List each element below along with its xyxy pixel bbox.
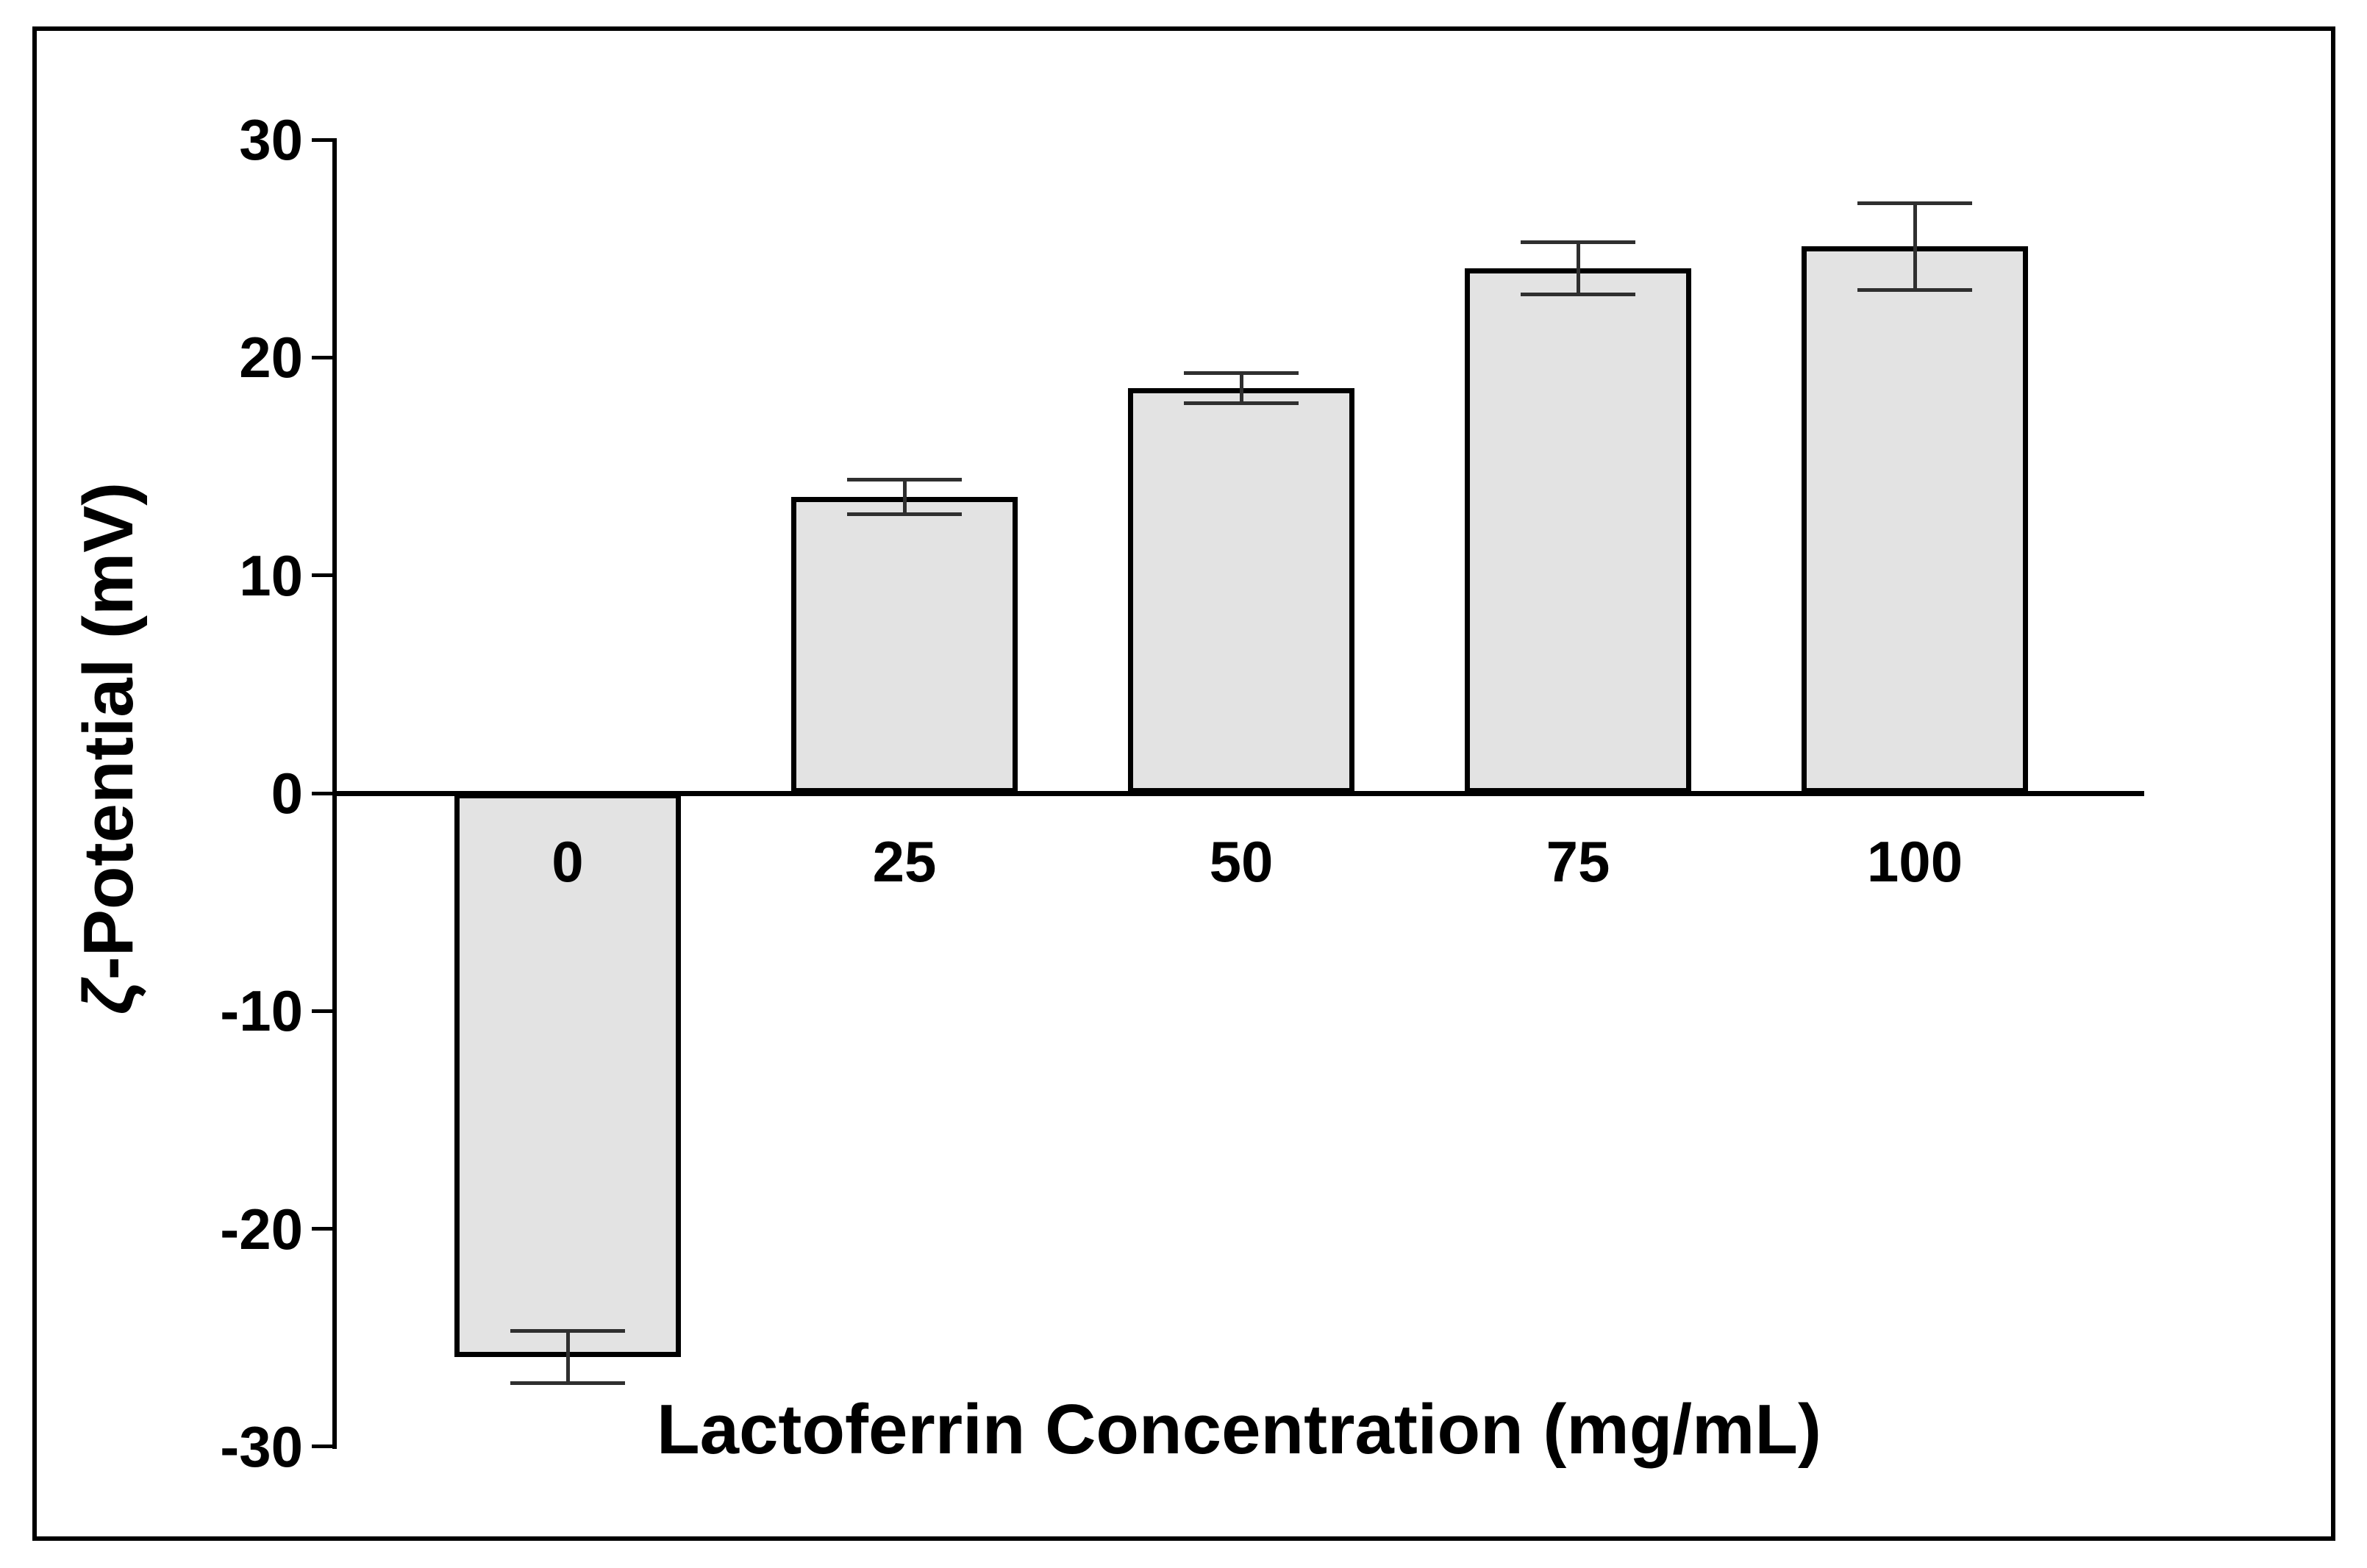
y-axis-tick	[312, 137, 332, 142]
y-axis-tick	[312, 1227, 332, 1231]
error-bar-stem	[1239, 373, 1243, 404]
error-bar-cap	[1857, 288, 1972, 293]
x-axis-line	[332, 790, 2144, 796]
x-axis-title: Lactoferrin Concentration (mg/mL)	[656, 1390, 1822, 1469]
error-bar-cap	[1521, 240, 1635, 244]
y-axis-tick	[312, 355, 332, 359]
y-axis-title: ζ-Potential (mV)	[68, 482, 149, 1015]
x-tick-label: 75	[1546, 829, 1610, 894]
y-tick-label: -10	[220, 978, 303, 1044]
y-axis-title-text: -Potential (mV)	[69, 482, 148, 981]
x-tick-label: 25	[872, 829, 937, 894]
x-tick-label: 0	[551, 829, 584, 894]
y-axis-tick	[312, 791, 332, 795]
y-tick-label: 0	[271, 761, 303, 826]
bar	[1802, 246, 2028, 793]
y-axis-tick	[312, 1009, 332, 1013]
y-tick-label: -20	[220, 1196, 303, 1261]
bar	[791, 497, 1018, 793]
error-bar-cap	[1521, 292, 1635, 296]
y-axis-tick	[312, 573, 332, 578]
error-bar-cap	[510, 1329, 625, 1333]
y-axis-tick	[312, 1445, 332, 1449]
y-tick-label: -30	[220, 1414, 303, 1479]
error-bar-cap	[1857, 201, 1972, 205]
bar	[1128, 387, 1354, 793]
y-tick-label: 30	[239, 107, 303, 173]
error-bar-stem	[902, 479, 907, 515]
error-bar-cap	[1184, 401, 1299, 406]
bar	[1465, 268, 1691, 793]
x-tick-label: 50	[1209, 829, 1274, 894]
error-bar-stem	[565, 1331, 570, 1383]
error-bar-stem	[1576, 242, 1580, 295]
error-bar-cap	[510, 1381, 625, 1386]
error-bar-cap	[1184, 370, 1299, 375]
zeta-symbol: ζ	[69, 980, 148, 1015]
error-bar-cap	[847, 512, 962, 517]
y-tick-label: 10	[239, 543, 303, 608]
error-bar-stem	[1913, 203, 1917, 290]
error-bar-cap	[847, 477, 962, 482]
x-tick-label: 100	[1866, 829, 1963, 894]
bar	[454, 793, 681, 1358]
y-tick-label: 20	[239, 325, 303, 390]
